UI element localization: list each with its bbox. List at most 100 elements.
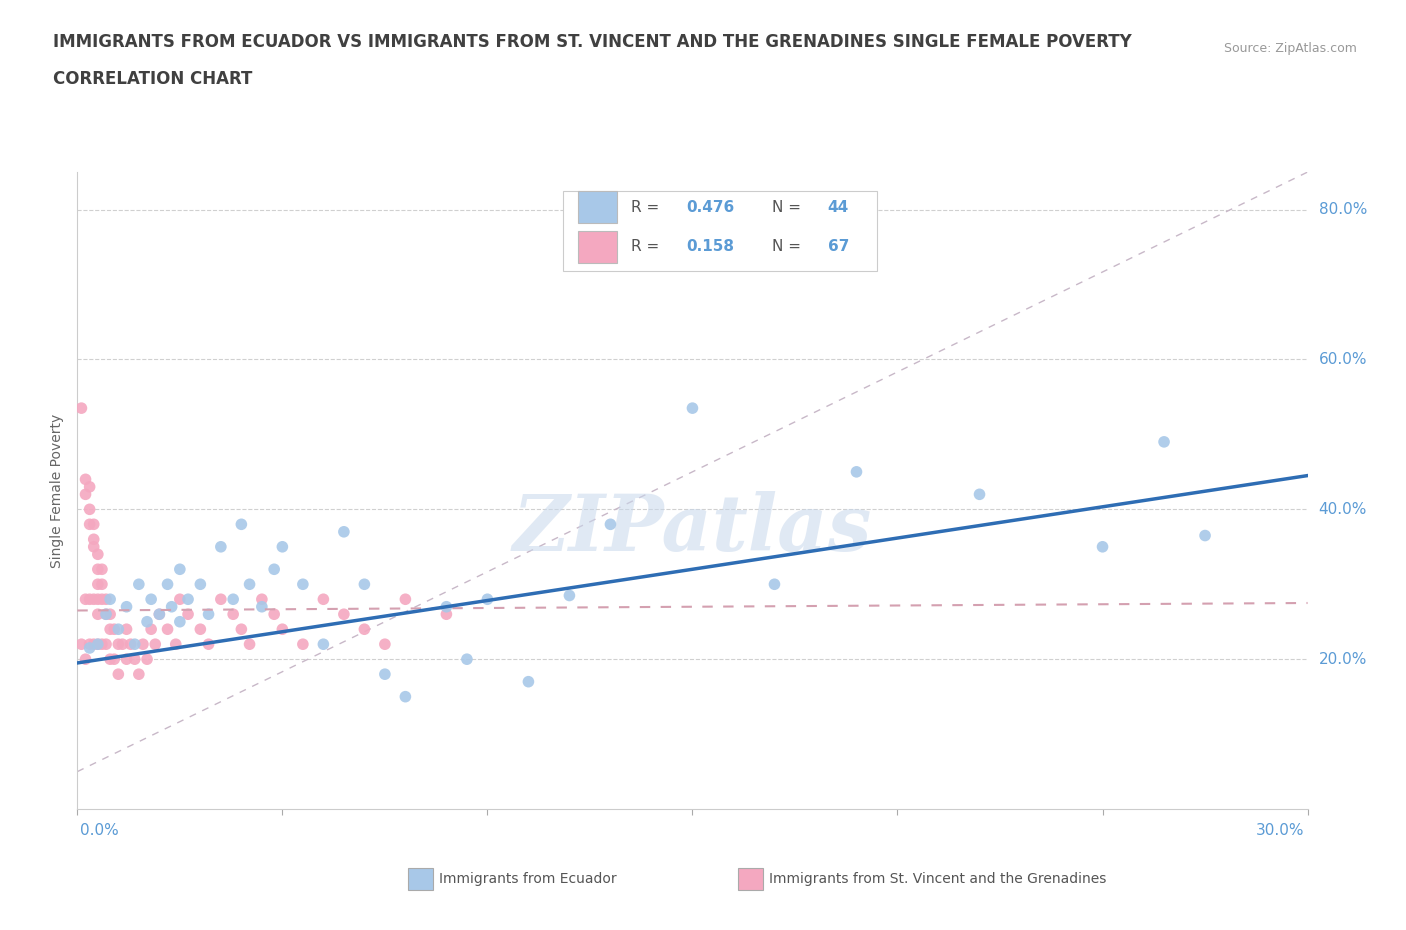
Point (75, 652, 97, 667)
Point (231, 517, 253, 532)
Point (1091, 539, 1114, 554)
Point (87, 606, 110, 621)
Point (70, 637, 93, 652)
Point (160, 599, 183, 614)
Point (222, 591, 245, 606)
Point (291, 637, 314, 652)
Point (969, 487, 991, 502)
Point (394, 689, 416, 704)
Text: 80.0%: 80.0% (1319, 202, 1367, 217)
Point (374, 637, 396, 652)
Point (188, 622, 212, 637)
Point (87, 562, 110, 577)
Point (98, 652, 121, 667)
Point (94, 591, 117, 606)
Point (169, 591, 191, 606)
Point (90, 577, 114, 591)
Point (148, 606, 170, 621)
Text: R =: R = (631, 200, 664, 215)
Point (141, 622, 163, 637)
Point (353, 622, 375, 637)
Text: 0.476: 0.476 (686, 200, 734, 215)
Point (136, 652, 159, 667)
Point (75, 591, 97, 606)
Text: 44: 44 (828, 200, 849, 215)
Point (599, 517, 621, 532)
Point (83, 517, 105, 532)
Point (136, 615, 159, 630)
Point (70, 401, 93, 416)
Text: 40.0%: 40.0% (1319, 502, 1367, 517)
Point (517, 674, 540, 689)
Point (763, 577, 786, 591)
Point (83, 591, 105, 606)
Point (124, 637, 146, 652)
Point (169, 615, 191, 630)
Point (115, 599, 138, 614)
Point (141, 591, 163, 606)
Point (83, 539, 105, 554)
Text: 60.0%: 60.0% (1319, 352, 1367, 367)
Point (75, 472, 97, 486)
Point (148, 606, 170, 621)
Text: 30.0%: 30.0% (1257, 823, 1305, 838)
Point (436, 599, 458, 614)
Point (124, 652, 146, 667)
Point (94, 606, 117, 621)
Text: CORRELATION CHART: CORRELATION CHART (53, 70, 253, 87)
Point (558, 588, 581, 603)
Point (456, 652, 478, 667)
Point (90, 591, 114, 606)
Bar (578, 192, 617, 223)
Point (79, 641, 101, 656)
Text: Immigrants from Ecuador: Immigrants from Ecuador (439, 871, 616, 886)
Point (132, 637, 155, 652)
Point (98, 606, 121, 621)
Point (682, 401, 704, 416)
Point (374, 667, 396, 682)
Point (87, 577, 110, 591)
Y-axis label: Single Female Poverty: Single Female Poverty (51, 414, 65, 567)
Point (128, 577, 150, 591)
Text: IMMIGRANTS FROM ECUADOR VS IMMIGRANTS FROM ST. VINCENT AND THE GRENADINES SINGLE: IMMIGRANTS FROM ECUADOR VS IMMIGRANTS FR… (53, 33, 1132, 50)
Text: 20.0%: 20.0% (1319, 652, 1367, 667)
Point (165, 637, 187, 652)
Point (845, 464, 868, 479)
Point (333, 606, 356, 621)
Point (90, 637, 114, 652)
Point (94, 637, 117, 652)
Point (115, 622, 138, 637)
Point (79, 591, 101, 606)
Point (107, 667, 129, 682)
Point (271, 539, 294, 554)
Point (177, 591, 200, 606)
Point (353, 577, 375, 591)
Point (94, 606, 117, 621)
Point (312, 591, 335, 606)
Point (263, 606, 285, 621)
Text: ZIPatlas: ZIPatlas (513, 490, 872, 567)
Text: 0.0%: 0.0% (80, 823, 120, 838)
Point (103, 622, 125, 637)
Point (209, 591, 232, 606)
Text: Immigrants from St. Vincent and the Grenadines: Immigrants from St. Vincent and the Gren… (769, 871, 1107, 886)
Point (107, 622, 129, 637)
Point (477, 591, 499, 606)
Point (115, 652, 138, 667)
Point (188, 577, 212, 591)
Point (90, 562, 114, 577)
Point (128, 667, 150, 682)
Text: 0.158: 0.158 (686, 239, 734, 255)
Text: Source: ZipAtlas.com: Source: ZipAtlas.com (1223, 42, 1357, 55)
Point (75, 487, 97, 502)
Point (83, 532, 105, 547)
Point (250, 599, 273, 614)
Point (107, 637, 129, 652)
Point (312, 637, 335, 652)
Text: N =: N = (772, 239, 806, 255)
Point (394, 591, 416, 606)
Point (111, 637, 134, 652)
Point (222, 606, 245, 621)
Point (436, 606, 458, 621)
Point (169, 562, 191, 577)
